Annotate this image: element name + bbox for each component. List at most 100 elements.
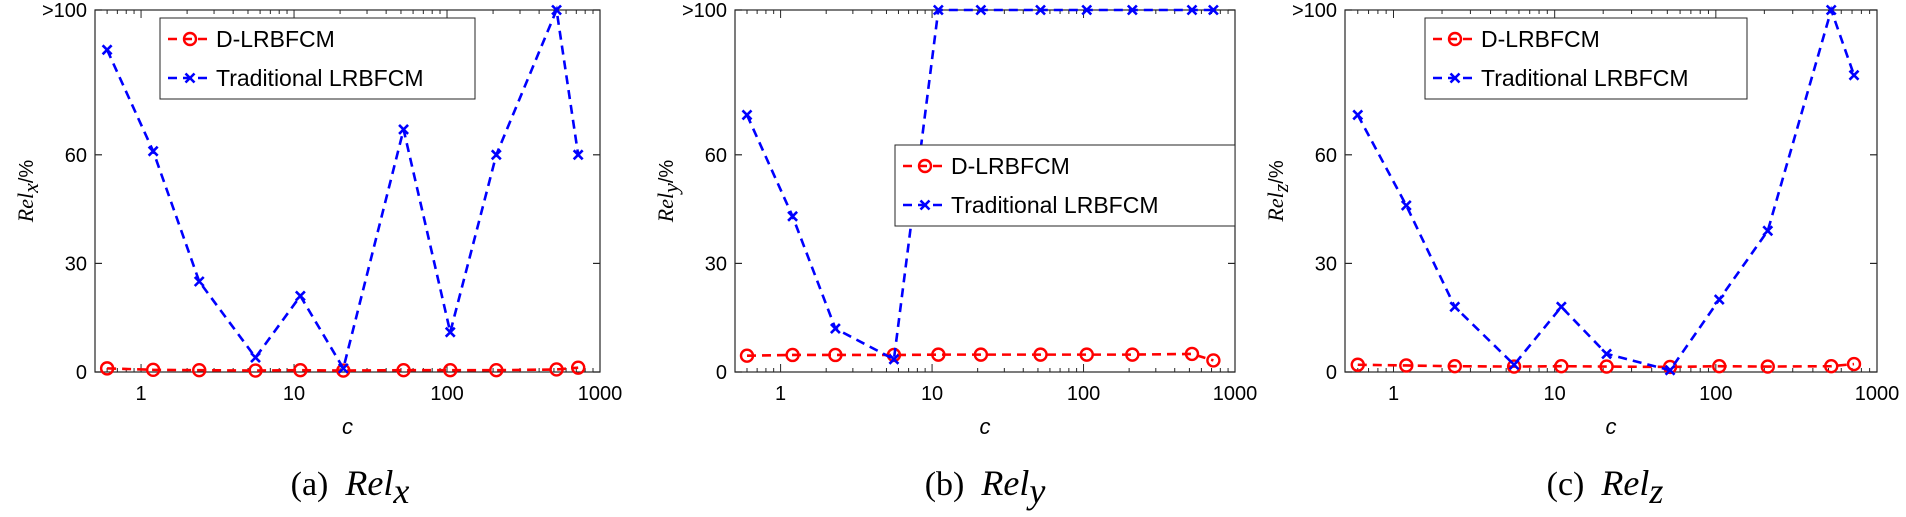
d-lrbfcm-point bbox=[1184, 346, 1200, 362]
y-axis-label-var: Rel bbox=[1263, 192, 1288, 222]
legend-box bbox=[159, 17, 476, 100]
x-tick-label: 1 bbox=[1388, 383, 1399, 405]
x-tick-label: 1000 bbox=[1213, 383, 1258, 405]
d-lrbfcm-point bbox=[1712, 359, 1727, 374]
d-lrbfcm-point bbox=[192, 362, 207, 378]
d-lrbfcm-point bbox=[1079, 347, 1094, 362]
y-axis-label: Relz/% bbox=[1263, 160, 1293, 222]
legend-label: Traditional LRBFCM bbox=[216, 65, 423, 91]
traditional-lrbfcm-point bbox=[337, 362, 349, 374]
x-tick-label: 100 bbox=[1699, 383, 1732, 405]
legend: D-LRBFCM Traditional LRBFCM bbox=[1424, 17, 1748, 100]
d-lrbfcm-point bbox=[973, 347, 989, 362]
series-line-traditional-lrbfcm bbox=[105, 5, 580, 372]
series-line-d-lrbfcm bbox=[107, 366, 579, 372]
caption-sub: x bbox=[392, 471, 409, 511]
traditional-lrbfcm-point bbox=[1081, 4, 1093, 16]
d-lrbfcm-point bbox=[1125, 347, 1140, 362]
caption-var: Rel bbox=[1600, 463, 1649, 503]
traditional-lrbfcm-point bbox=[1035, 4, 1046, 16]
legend-box bbox=[894, 144, 1236, 227]
d-lrbfcm-point bbox=[1662, 359, 1678, 375]
y-axis-label-unit: /% bbox=[16, 160, 38, 184]
traditional-lrbfcm-point bbox=[975, 4, 987, 16]
traditional-lrbfcm-point bbox=[490, 149, 502, 161]
legend-marker-x bbox=[919, 199, 931, 211]
x-tick-label: 1000 bbox=[578, 383, 623, 405]
traditional-lrbfcm-point bbox=[551, 4, 562, 16]
caption-label: (a) bbox=[291, 466, 329, 503]
caption-var: Rel bbox=[980, 463, 1029, 503]
series-line-d-lrbfcm bbox=[1357, 362, 1855, 369]
traditional-lrbfcm-point bbox=[1848, 69, 1860, 81]
y-axis-label: Relx/% bbox=[13, 160, 43, 224]
legend-label: D-LRBFCM bbox=[1481, 26, 1600, 52]
y-axis-label: Rely/% bbox=[653, 160, 683, 224]
x-tick-label: 1 bbox=[775, 383, 786, 405]
legend-box bbox=[1424, 17, 1748, 100]
traditional-lrbfcm-point bbox=[741, 109, 753, 121]
x-axis-label: c bbox=[1606, 414, 1617, 439]
d-lrbfcm-point bbox=[489, 362, 504, 378]
traditional-lrbfcm-point bbox=[1601, 348, 1613, 360]
traditional-lrbfcm-point bbox=[193, 276, 205, 287]
legend-label: Traditional LRBFCM bbox=[1481, 65, 1688, 91]
y-axis-label-sub: z bbox=[1268, 183, 1293, 193]
traditional-lrbfcm-point bbox=[1508, 359, 1520, 371]
y-axis-label-var: Rel bbox=[13, 193, 38, 223]
traditional-lrbfcm-point bbox=[1126, 4, 1138, 16]
legend-label: D-LRBFCM bbox=[951, 153, 1070, 179]
y-tick-label: 30 bbox=[1315, 253, 1337, 275]
d-lrbfcm-point bbox=[1824, 359, 1839, 374]
d-lrbfcm-point bbox=[248, 363, 263, 378]
x-tick-label: 1000 bbox=[1855, 383, 1900, 405]
traditional-lrbfcm-point bbox=[1400, 200, 1412, 211]
d-lrbfcm-point bbox=[1554, 359, 1569, 374]
series-line-d-lrbfcm bbox=[746, 352, 1214, 362]
d-lrbfcm-point bbox=[1399, 358, 1414, 373]
legend: D-LRBFCM Traditional LRBFCM bbox=[894, 144, 1236, 227]
d-lrbfcm-point bbox=[739, 348, 755, 363]
traditional-lrbfcm-point bbox=[1762, 225, 1774, 237]
traditional-lrbfcm-point bbox=[398, 124, 409, 135]
y-tick-label: 0 bbox=[1326, 362, 1337, 384]
x-tick-label: 10 bbox=[921, 383, 943, 405]
d-lrbfcm-point bbox=[99, 361, 115, 376]
traditional-lrbfcm-point bbox=[1186, 4, 1198, 16]
y-tick-label: 60 bbox=[1315, 145, 1337, 167]
caption-space bbox=[1584, 466, 1601, 503]
y-tick-label: 0 bbox=[76, 362, 87, 384]
y-axis-label-unit: /% bbox=[656, 160, 678, 184]
panel-caption: (b) Rely bbox=[925, 463, 1046, 511]
y-axis-label-sub: x bbox=[18, 183, 43, 194]
traditional-lrbfcm-point bbox=[888, 353, 900, 365]
traditional-lrbfcm-point bbox=[1713, 294, 1725, 306]
d-lrbfcm-point bbox=[396, 362, 411, 378]
traditional-lrbfcm-point bbox=[829, 323, 841, 334]
x-axis-label: c bbox=[342, 414, 353, 439]
x-tick-label: 10 bbox=[283, 383, 305, 405]
d-lrbfcm-point bbox=[1447, 359, 1462, 374]
traditional-lrbfcm-point bbox=[787, 210, 799, 222]
d-lrbfcm-point bbox=[785, 347, 800, 363]
legend-marker-circle bbox=[1447, 31, 1463, 47]
d-lrbfcm-point bbox=[1350, 357, 1365, 372]
traditional-lrbfcm-point bbox=[294, 290, 306, 302]
d-lrbfcm-point bbox=[1760, 359, 1775, 374]
traditional-lrbfcm-point bbox=[1207, 4, 1219, 16]
d-lrbfcm-point bbox=[1506, 359, 1522, 374]
legend-marker-circle bbox=[917, 158, 933, 174]
y-tick-label: >100 bbox=[682, 0, 727, 22]
panel-caption: (c) Relz bbox=[1547, 463, 1664, 511]
legend-label: D-LRBFCM bbox=[216, 26, 335, 52]
x-tick-label: 100 bbox=[430, 383, 463, 405]
x-tick-label: 100 bbox=[1067, 383, 1100, 405]
traditional-lrbfcm-point bbox=[444, 326, 456, 338]
traditional-lrbfcm-point bbox=[1664, 364, 1676, 376]
legend-label: Traditional LRBFCM bbox=[951, 192, 1158, 218]
caption-space bbox=[964, 466, 981, 503]
